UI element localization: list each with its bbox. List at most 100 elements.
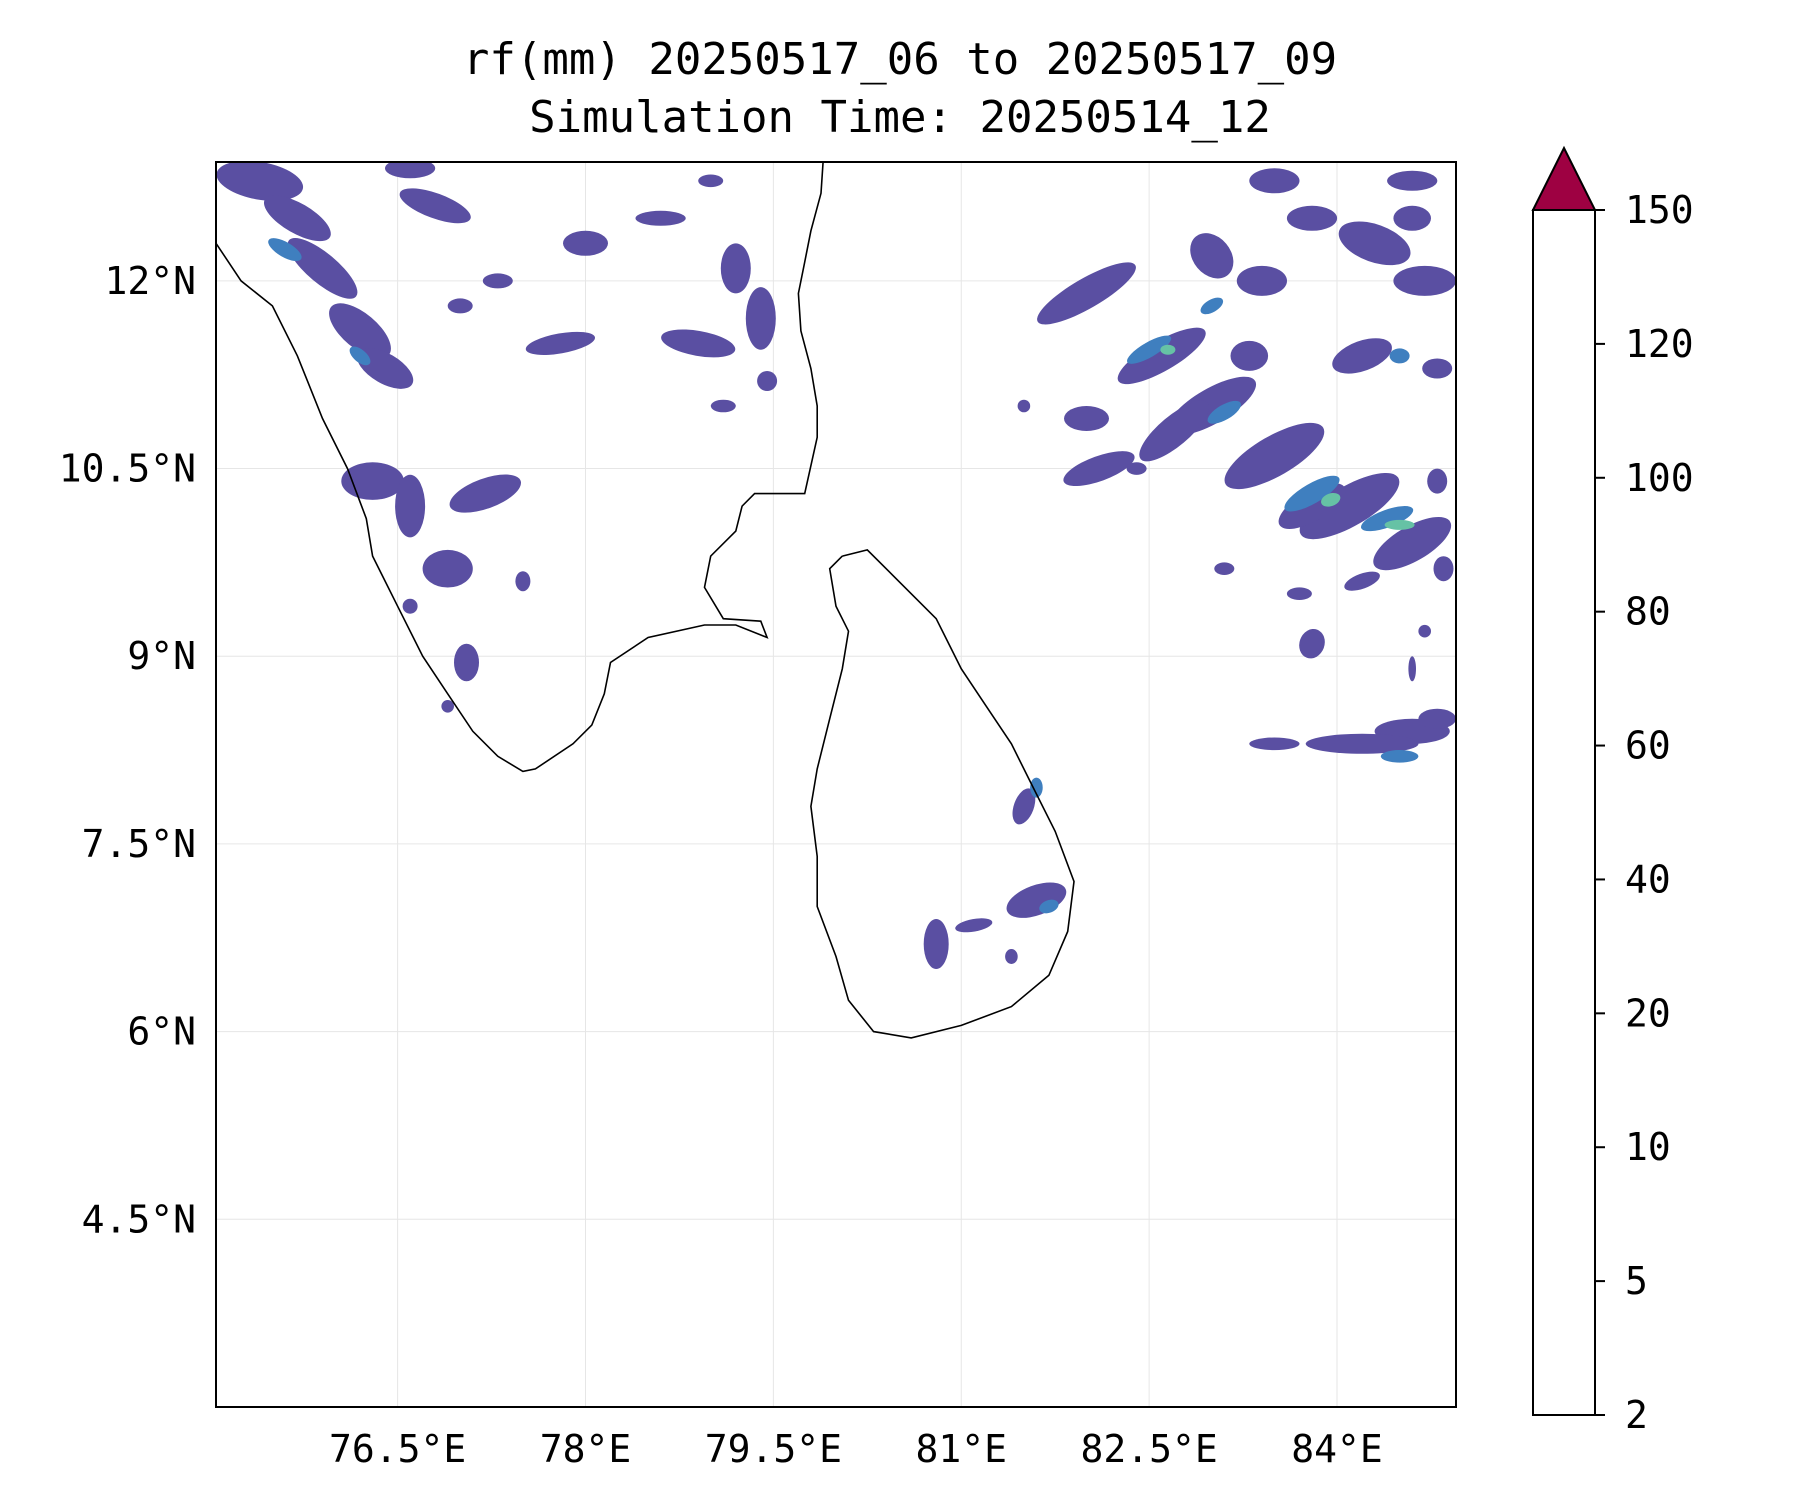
- rain-blob: [1344, 571, 1380, 591]
- plot-frame: [215, 161, 1457, 1408]
- lon-tick-label: 84°E: [1291, 1427, 1383, 1471]
- rain-blob: [1299, 628, 1325, 659]
- rain-blob: [1338, 221, 1411, 266]
- rain-blob: [1427, 468, 1448, 494]
- rain-blob: [1127, 335, 1172, 364]
- rain-blob: [1037, 262, 1136, 325]
- rain-blob: [341, 462, 404, 500]
- rain-blob: [395, 474, 426, 538]
- rain-blob: [349, 346, 371, 366]
- lat-tick-label: 6°N: [127, 1010, 196, 1054]
- rain-blob: [422, 549, 473, 588]
- colorbar-tick-label: 60: [1625, 724, 1671, 768]
- rain-blob: [1200, 297, 1224, 315]
- rain-blob: [1373, 516, 1452, 571]
- rain-blob: [356, 348, 414, 389]
- coastlines: [216, 162, 1075, 1039]
- rain-blob: [1126, 462, 1147, 475]
- lat-tick-label: 9°N: [127, 634, 196, 678]
- rain-blob: [698, 174, 724, 188]
- rain-blob: [1236, 265, 1287, 296]
- rain-blob: [720, 243, 751, 294]
- rain-blob: [923, 919, 949, 969]
- rain-blob: [1393, 205, 1431, 231]
- colorbar-tick-label: 20: [1625, 991, 1671, 1035]
- rain-blob: [1207, 400, 1242, 424]
- longitude-ticks: 76.5°E 78°E 79.5°E 81°E 82.5°E 84°E: [329, 1427, 1383, 1471]
- rain-blob: [515, 571, 531, 592]
- rain-blob: [1387, 170, 1438, 191]
- rain-blob: [1389, 348, 1410, 364]
- colorbar-frame: [1532, 209, 1596, 1416]
- rain-blob: [1286, 205, 1338, 231]
- rain-blob: [449, 474, 522, 513]
- lat-tick-label: 12°N: [104, 259, 196, 303]
- rain-blob: [1433, 556, 1454, 582]
- rain-blob: [1039, 899, 1059, 914]
- rain-blob: [399, 188, 471, 224]
- rain-blob: [216, 162, 304, 201]
- lat-tick-label: 7.5°N: [82, 822, 196, 866]
- rain-blob: [1305, 733, 1419, 754]
- rain-blob: [1214, 562, 1235, 575]
- rain-blob: [402, 598, 418, 614]
- rain-blob: [385, 162, 436, 179]
- rain-blob: [745, 287, 776, 350]
- colorbar-tick-label: 80: [1625, 590, 1671, 634]
- rain-blob: [563, 230, 608, 256]
- gridlines: [216, 162, 1456, 1407]
- rain-blob: [1284, 475, 1340, 512]
- colorbar-tick-label: 10: [1625, 1125, 1671, 1169]
- rain-blob: [1139, 400, 1210, 462]
- rain-blob: [1190, 233, 1234, 279]
- rain-blob: [1422, 358, 1453, 379]
- rain-blob: [1299, 473, 1400, 540]
- rain-blob: [1063, 451, 1135, 487]
- rain-blob: [1249, 168, 1300, 194]
- rain-blob: [757, 371, 778, 391]
- colorbar: 2 5 10 20 40 60 80 100 120 150: [1531, 145, 1694, 1437]
- rain-blob: [1321, 492, 1341, 507]
- rain-blob: [1224, 422, 1325, 490]
- colorbar-tick-label: 120: [1625, 322, 1694, 366]
- lon-tick-label: 76.5°E: [329, 1427, 466, 1471]
- colorbar-tick-label: 150: [1625, 188, 1694, 232]
- colorbar-tick-label: 40: [1625, 857, 1671, 901]
- rain-blob: [268, 238, 302, 262]
- rain-blob: [1286, 587, 1312, 600]
- rain-blob: [1005, 949, 1018, 964]
- lon-tick-label: 82.5°E: [1080, 1427, 1217, 1471]
- rain-blob: [1393, 265, 1456, 296]
- rain-blob: [710, 399, 736, 413]
- rain-blob: [1380, 750, 1419, 763]
- rain-blob: [1384, 519, 1415, 530]
- rain-blob: [263, 195, 331, 242]
- rain-blob: [1418, 708, 1456, 729]
- rain-blob: [1117, 327, 1206, 385]
- rain-blob: [1230, 340, 1269, 371]
- coastline-sri-lanka: [810, 549, 1075, 1039]
- rain-blob: [1017, 399, 1031, 413]
- rain-blob: [1030, 777, 1043, 798]
- lon-tick-label: 81°E: [915, 1427, 1007, 1471]
- colorbar-tick-label: 100: [1625, 456, 1694, 500]
- rain-blob: [441, 700, 455, 713]
- rain-blob: [447, 298, 473, 314]
- rain-blob: [661, 329, 736, 358]
- map-subtitle: Simulation Time: 20250514_12: [529, 92, 1271, 143]
- lat-tick-label: 4.5°N: [82, 1197, 196, 1241]
- rain-blob: [1006, 882, 1067, 918]
- rain-blob: [1064, 406, 1109, 431]
- rainfall-contours: [216, 162, 1456, 969]
- coastline-india: [216, 162, 824, 773]
- lon-tick-label: 79.5°E: [705, 1427, 842, 1471]
- colorbar-tick-label: 5: [1625, 1259, 1648, 1303]
- rain-blob: [525, 331, 596, 355]
- rain-blob: [955, 918, 993, 933]
- colorbar-tick-label: 2: [1625, 1393, 1648, 1437]
- rain-blob: [635, 210, 686, 226]
- rain-blob: [287, 237, 358, 299]
- rain-blob: [454, 643, 479, 682]
- rain-blob: [1418, 624, 1431, 638]
- rain-blob: [1160, 344, 1176, 355]
